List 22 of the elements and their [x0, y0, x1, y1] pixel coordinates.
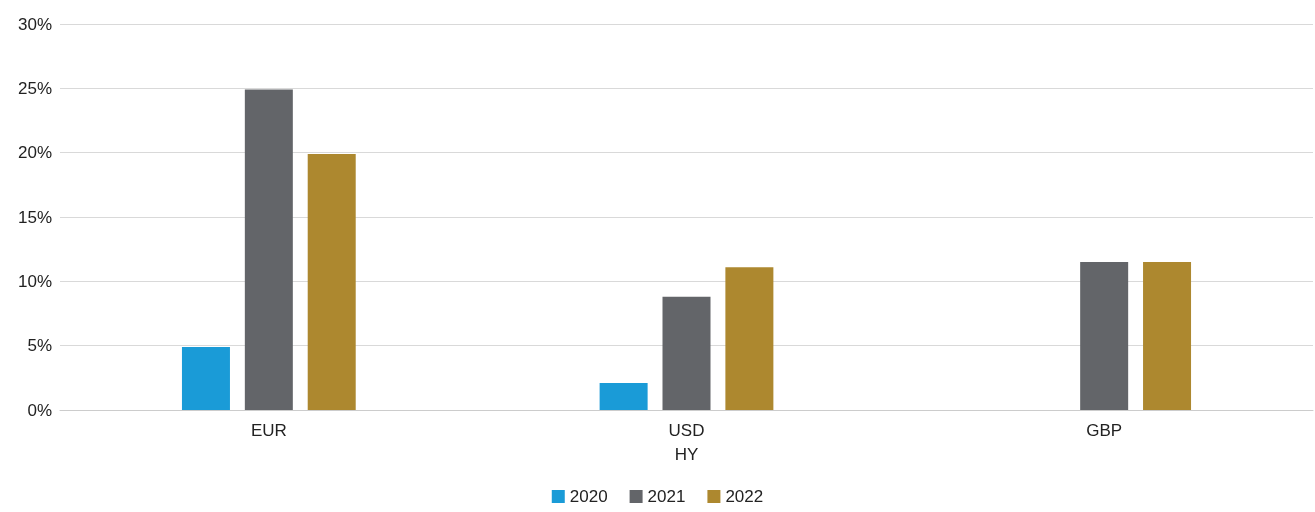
y-tick-label: 20% — [17, 143, 52, 163]
y-tick-label: 0% — [27, 400, 52, 420]
legend-label: 2022 — [725, 487, 764, 506]
x-tick-label: EUR — [250, 421, 287, 440]
y-tick-label: 25% — [17, 78, 52, 98]
bar — [244, 89, 293, 410]
bar — [662, 296, 711, 410]
bar — [307, 153, 356, 410]
x-tick-label: USD — [668, 421, 705, 440]
bar — [181, 346, 230, 410]
bar — [1080, 262, 1129, 410]
bar — [725, 267, 774, 410]
y-tick-label: 30% — [17, 14, 52, 34]
bar — [1143, 262, 1192, 410]
y-tick-label: 10% — [17, 271, 52, 291]
y-tick-label: 15% — [17, 207, 52, 227]
bar — [599, 382, 648, 410]
x-axis-title: HY — [674, 445, 699, 464]
legend-label: 2021 — [647, 487, 686, 506]
y-tick-label: 5% — [27, 336, 52, 356]
legend-label: 2020 — [569, 487, 608, 506]
x-tick-label: GBP — [1086, 421, 1123, 440]
